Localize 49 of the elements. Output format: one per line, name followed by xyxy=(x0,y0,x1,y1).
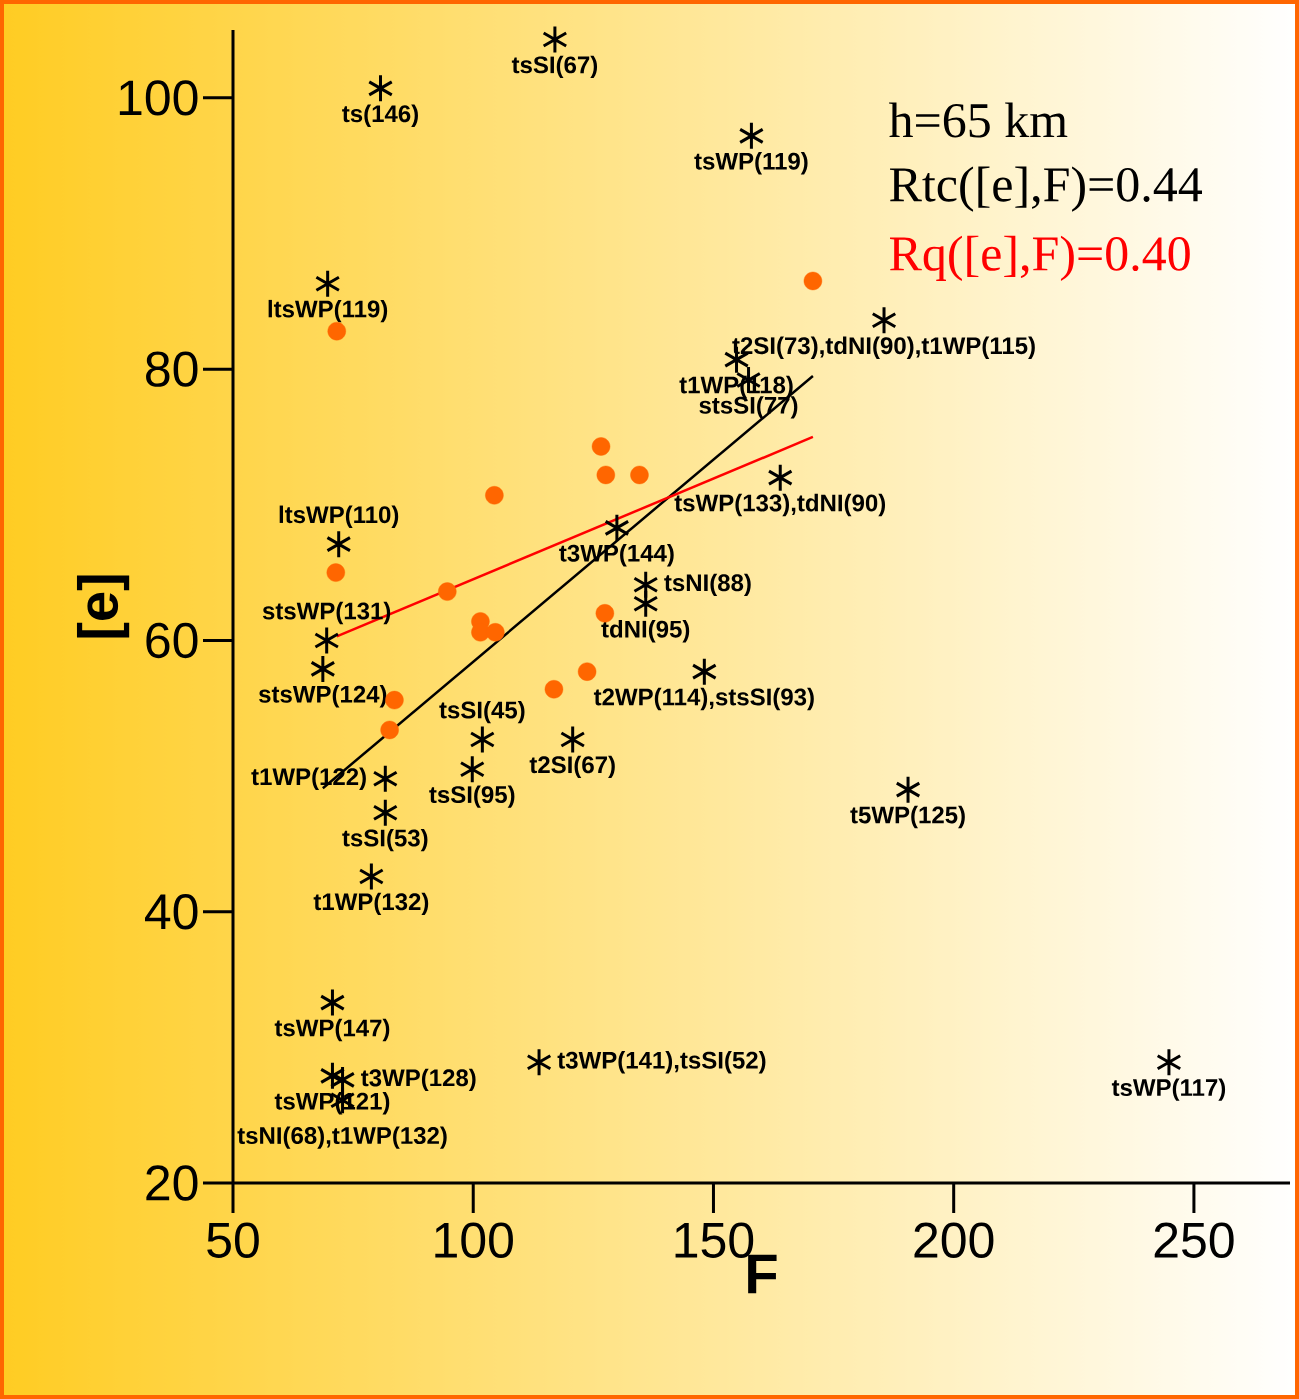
y-tick-label: 100 xyxy=(119,80,198,116)
annotation: t2SI(67) xyxy=(529,755,615,779)
point xyxy=(544,680,564,699)
point xyxy=(591,437,611,456)
annotation: tsSI(95) xyxy=(429,785,515,808)
annotation: t2WP(114),stsSI(93) xyxy=(593,687,814,711)
y-tick-label: 60 xyxy=(146,622,198,659)
annotation: tsWP(117) xyxy=(1111,1078,1226,1101)
annotation: t3WP(128) xyxy=(361,1068,476,1092)
point xyxy=(438,582,457,601)
y-tick-label: 80 xyxy=(146,351,198,387)
text: Rtc([e],F)=0.44 xyxy=(889,166,1203,212)
text: Rq([e],F)=0.40 xyxy=(889,235,1190,281)
x-tick-label: 200 xyxy=(914,1222,994,1258)
point xyxy=(596,465,616,485)
x-tick-label: 250 xyxy=(1154,1222,1234,1258)
annotation: tdNI(95) xyxy=(601,620,690,643)
annotation: tsNI(68),t1WP(132) xyxy=(237,1126,447,1149)
annotation: tsSI(53) xyxy=(342,828,428,852)
x-tick-label: 100 xyxy=(435,1222,513,1258)
annotation: stsWP(124) xyxy=(259,685,387,708)
point xyxy=(380,720,399,740)
annotation: h=65 km xyxy=(889,102,1068,138)
point xyxy=(327,321,346,341)
annotation: t3WP(141),tsSI(52) xyxy=(557,1051,766,1074)
point xyxy=(326,563,346,582)
annotation: tsNI(88) xyxy=(664,573,751,597)
annotation: tsWP(147) xyxy=(274,1018,390,1042)
y-tick-label: 40 xyxy=(145,894,198,930)
annotation: ltsWP(119) xyxy=(268,299,388,323)
x-tick-label: 50 xyxy=(207,1222,259,1258)
point xyxy=(485,486,504,505)
y-tick-label: 20 xyxy=(146,1165,198,1201)
annotation: tsSI(67) xyxy=(511,55,598,79)
annotation: ts(146) xyxy=(342,104,418,127)
y-axis-title: [e] xyxy=(76,575,130,638)
annotation: t1WP(132) xyxy=(313,892,429,916)
annotation: tsWP(133),tdNI(90) xyxy=(674,493,886,517)
annotation: ltsWP(110) xyxy=(279,505,399,528)
annotation: tsWP(119) xyxy=(694,152,808,175)
point xyxy=(385,690,404,710)
point xyxy=(577,662,597,681)
annotation: t5WP(125) xyxy=(850,805,965,829)
annotation: t2SI(73),tdNI(90),t1WP(115) xyxy=(732,336,1035,359)
point xyxy=(486,623,505,642)
point xyxy=(630,465,649,485)
point xyxy=(803,271,823,291)
annotation: tsSI(45) xyxy=(439,700,525,724)
annotation: stsWP(131) xyxy=(262,601,391,625)
